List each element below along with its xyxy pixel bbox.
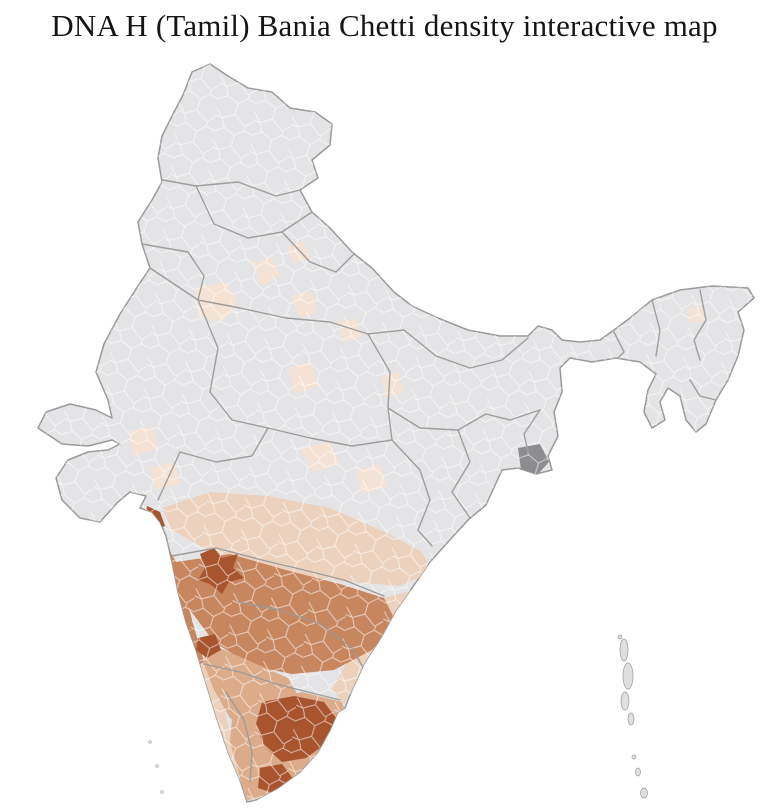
state-border-line (281, 231, 357, 273)
island-andaman[interactable] (619, 638, 629, 662)
state-border-line (403, 329, 529, 369)
state-border-line (195, 185, 313, 239)
state-border-line (391, 439, 433, 547)
state-border-line (151, 177, 301, 197)
state-border-line (157, 419, 269, 501)
island-andaman[interactable] (627, 712, 635, 726)
island-andaman[interactable] (620, 691, 630, 711)
island-nicobar[interactable] (635, 767, 641, 777)
state-border-line (225, 691, 253, 783)
state-borders (141, 177, 717, 783)
island-nicobar[interactable] (631, 754, 637, 760)
state-border-line (267, 407, 393, 447)
andaman-nicobar-islands[interactable] (617, 634, 648, 799)
state-border-line (237, 601, 369, 677)
state-border-line (149, 267, 233, 421)
lakshadweep-islands[interactable] (148, 740, 164, 794)
state-border-line (693, 289, 707, 361)
state-border-line (689, 379, 717, 401)
island-nicobar[interactable] (640, 787, 648, 799)
island-andaman[interactable] (622, 662, 634, 690)
island-lakshadweep[interactable] (155, 764, 159, 768)
state-border-line (451, 429, 471, 519)
state-border-line (197, 299, 405, 335)
state-border-line (613, 331, 625, 359)
state-border-line (523, 409, 541, 453)
island-lakshadweep[interactable] (160, 790, 164, 794)
island-lakshadweep[interactable] (148, 740, 152, 744)
state-border-line (171, 547, 385, 597)
page-title: DNA H (Tamil) Bania Chetti density inter… (51, 8, 718, 43)
state-border-line (367, 333, 541, 431)
state-border-line (203, 663, 341, 701)
district-grid-overlay (38, 64, 754, 802)
island-andaman[interactable] (617, 634, 623, 640)
state-border-line (651, 299, 661, 357)
state-border-line (141, 243, 205, 301)
density-regions (38, 64, 754, 802)
